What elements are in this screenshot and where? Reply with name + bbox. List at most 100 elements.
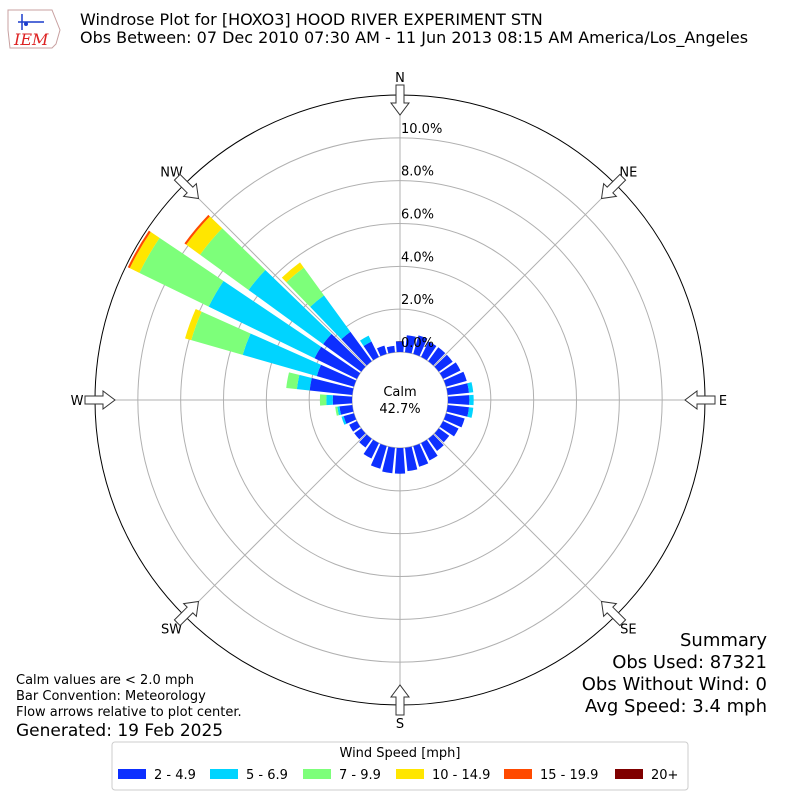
wind-bar-segment <box>184 214 210 245</box>
legend-swatch <box>396 769 424 779</box>
wind-bar-segment <box>359 434 372 448</box>
calm-label: Calm <box>383 385 416 400</box>
flow-arrow <box>684 390 716 410</box>
wind-bar-segment <box>208 280 322 359</box>
legend-label: 15 - 19.9 <box>540 768 598 783</box>
legend-label: 10 - 14.9 <box>432 768 490 783</box>
summary-line: Obs Without Wind: 0 <box>582 674 767 695</box>
legend-box <box>111 741 689 791</box>
wind-bar-segment <box>443 413 465 428</box>
wind-bar-segment <box>363 341 379 361</box>
wind-bar-segment <box>332 395 353 405</box>
wind-bar-segment <box>405 335 416 354</box>
wind-bar-segment <box>376 345 387 357</box>
r-tick-label: 10.0% <box>401 122 442 137</box>
chart-subtitle: Obs Between: 07 Dec 2010 07:30 AM - 11 J… <box>80 28 748 48</box>
r-tick-label: 0.0% <box>401 336 434 351</box>
wind-bar-segment <box>127 230 151 269</box>
wind-bar-segment <box>323 333 366 372</box>
grid-ring <box>223 223 577 577</box>
wind-bar-segment <box>310 295 351 340</box>
legend-swatch <box>615 769 643 779</box>
wind-bar-segment <box>421 439 438 461</box>
wind-bar-segment <box>434 428 450 443</box>
wind-bar-segment <box>286 372 300 390</box>
wind-bar-segment <box>186 216 223 255</box>
legend-label: 7 - 9.9 <box>339 768 381 783</box>
wind-bar-segment <box>363 439 379 459</box>
flow-arrow <box>390 684 410 716</box>
wind-bar-segment <box>341 331 372 366</box>
legend-swatch <box>210 769 238 779</box>
wind-bar-segment <box>191 311 251 355</box>
wind-bar-segment <box>446 405 470 417</box>
note-line: Calm values are < 2.0 mph <box>16 673 194 688</box>
summary-line: Obs Used: 87321 <box>612 652 767 673</box>
wind-bar-segment <box>413 335 428 357</box>
r-tick-label: 6.0% <box>401 208 434 223</box>
direction-label: SE <box>620 622 636 637</box>
direction-label: E <box>719 394 727 409</box>
wind-bar-segment <box>343 413 357 424</box>
wind-bar-segment <box>129 231 160 273</box>
generated: Generated: 19 Feb 2025 <box>16 721 223 741</box>
wind-bar-segment <box>382 446 395 474</box>
wind-bar-segment <box>341 416 347 425</box>
logo: IEM <box>7 9 61 49</box>
wind-bar-segment <box>139 237 224 307</box>
wind-bar-segment <box>349 421 361 432</box>
grid-ring <box>308 308 492 492</box>
direction-label: W <box>71 394 84 409</box>
grid-ring <box>265 265 535 535</box>
wind-bar-segment <box>467 382 474 393</box>
wind-bar-segment <box>413 443 429 467</box>
legend-swatch <box>303 769 331 779</box>
wind-bar-segment <box>395 341 405 353</box>
direction-label: SW <box>161 622 182 637</box>
r-tick-label: 8.0% <box>401 165 434 180</box>
flow-arrow <box>390 84 410 116</box>
legend-label: 20+ <box>651 768 678 783</box>
wind-bar-segment <box>434 354 453 372</box>
direction-label: N <box>395 71 405 86</box>
flow-arrow <box>600 173 627 200</box>
flow-arrow <box>84 390 116 410</box>
legend-label: 2 - 4.9 <box>154 768 196 783</box>
wind-bar-segment <box>296 374 312 391</box>
calm-circle <box>353 353 447 447</box>
logo-text: IEM <box>13 30 49 49</box>
legend-title: Wind Speed [mph] <box>340 746 461 761</box>
wind-bar-segment <box>337 406 341 416</box>
legend-swatch <box>504 769 532 779</box>
summary-line: Avg Speed: 3.4 mph <box>585 696 767 717</box>
note-line: Flow arrows relative to plot center. <box>16 705 242 720</box>
calm-value: 42.7% <box>379 402 420 417</box>
direction-label: NE <box>619 166 637 181</box>
wind-bar-segment <box>370 443 387 469</box>
wind-bar-segment <box>447 395 470 405</box>
note-line: Bar Convention: Meteorology <box>16 689 206 704</box>
wind-bar-segment <box>467 407 474 418</box>
wind-bar-segment <box>443 371 467 387</box>
grid-ring <box>137 137 663 663</box>
legend: Wind Speed [mph] 2 - 4.9 5 - 6.9 7 - 9.9 10 … <box>111 741 689 791</box>
wind-bar-segment <box>326 394 333 406</box>
wind-bar-segment <box>339 405 354 415</box>
plot-area: Calm 42.7% 0.0% 2.0% 4.0% 6.0% 8.0% 10.0% N NE E SE… <box>71 71 728 732</box>
wind-bar-segment <box>386 345 395 354</box>
flow-arrow <box>173 173 200 200</box>
wind-bar-segment <box>469 394 474 406</box>
wind-bar-segment <box>335 406 339 416</box>
wind-bar-segment <box>281 262 304 283</box>
summary-line: Summary <box>680 630 767 651</box>
wind-bar-segment <box>439 421 459 437</box>
direction-label: S <box>396 717 404 732</box>
flow-arrow <box>600 600 627 627</box>
wind-bar-segment <box>185 309 202 341</box>
wind-bar-segment <box>319 394 327 406</box>
flow-arrow <box>173 600 200 627</box>
wind-bar-segment <box>309 378 354 395</box>
wind-bar-segment <box>354 428 366 440</box>
wind-bar-segment <box>428 347 446 366</box>
